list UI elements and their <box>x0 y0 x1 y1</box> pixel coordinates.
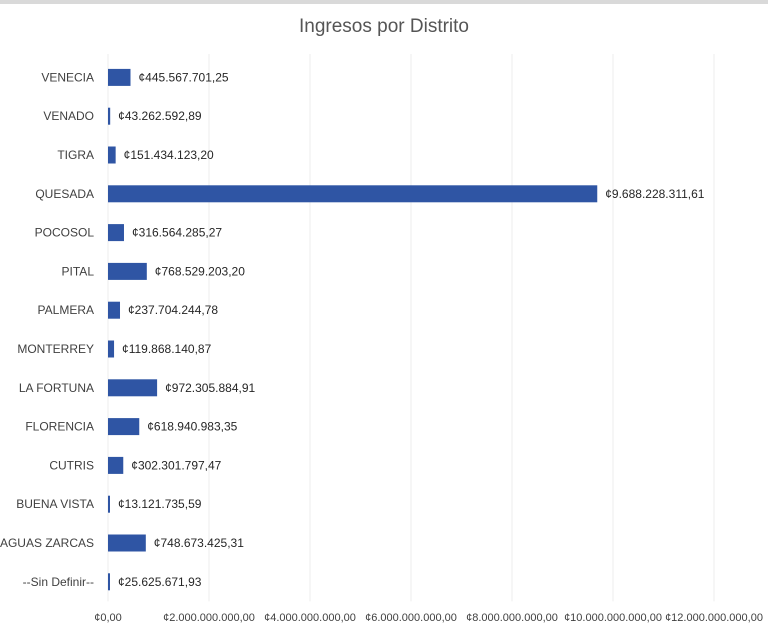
bar-pital <box>108 262 147 280</box>
x-tick-label: ¢6.000.000.000,00 <box>365 612 457 624</box>
category-label: CUTRIS <box>49 458 94 472</box>
category-label: LA FORTUNA <box>19 381 94 395</box>
category-label: FLORENCIA <box>25 420 94 434</box>
data-label: ¢618.940.983,35 <box>147 420 237 434</box>
bar-tigra <box>108 146 116 164</box>
category-label: --Sin Definir-- <box>23 575 94 589</box>
x-tick-label: ¢12.000.000.000,00 <box>665 612 763 624</box>
data-label: ¢768.529.203,20 <box>155 264 245 278</box>
category-label: VENADO <box>43 109 94 123</box>
x-tick-label: ¢8.000.000.000,00 <box>466 612 558 624</box>
data-label: ¢445.567.701,25 <box>139 70 229 84</box>
category-label: AGUAS ZARCAS <box>0 536 94 550</box>
data-label: ¢302.301.797,47 <box>131 458 221 472</box>
category-label: BUENA VISTA <box>16 497 94 511</box>
bar-la-fortuna <box>108 379 158 397</box>
data-label: ¢972.305.884,91 <box>165 381 255 395</box>
data-label: ¢13.121.735,59 <box>118 497 202 511</box>
data-label: ¢316.564.285,27 <box>132 226 222 240</box>
bar-cutris <box>108 456 124 474</box>
bar-venecia <box>108 68 131 86</box>
top-border-strip <box>0 0 768 4</box>
data-label: ¢151.434.123,20 <box>124 148 214 162</box>
x-tick-label: ¢10.000.000.000,00 <box>564 612 662 624</box>
bar-aguas-zarcas <box>108 534 146 552</box>
category-label: VENECIA <box>41 70 94 84</box>
bar-sin-definir <box>108 573 110 591</box>
bar-buena-vista <box>108 495 110 513</box>
bar-palmera <box>108 301 121 319</box>
bar-quesada <box>108 185 598 203</box>
data-label: ¢119.868.140,87 <box>122 342 212 356</box>
data-label: ¢748.673.425,31 <box>154 536 244 550</box>
data-label: ¢43.262.592,89 <box>118 109 202 123</box>
chart-title: Ingresos por Distrito <box>298 16 469 37</box>
x-tick-label: ¢0,00 <box>94 612 122 624</box>
data-label: ¢25.625.671,93 <box>118 575 202 589</box>
x-tick-label: ¢4.000.000.000,00 <box>264 612 356 624</box>
bar-florencia <box>108 418 140 436</box>
data-label: ¢9.688.228.311,61 <box>605 187 705 201</box>
category-label: PITAL <box>62 264 95 278</box>
bar-venado <box>108 107 111 125</box>
category-label: MONTERREY <box>17 342 94 356</box>
bar-pocosol <box>108 224 124 242</box>
data-label: ¢237.704.244,78 <box>128 303 218 317</box>
bar-monterrey <box>108 340 115 358</box>
category-label: QUESADA <box>35 187 94 201</box>
category-label: TIGRA <box>57 148 94 162</box>
x-tick-label: ¢2.000.000.000,00 <box>163 612 255 624</box>
category-label: POCOSOL <box>35 226 95 240</box>
category-label: PALMERA <box>38 303 94 317</box>
